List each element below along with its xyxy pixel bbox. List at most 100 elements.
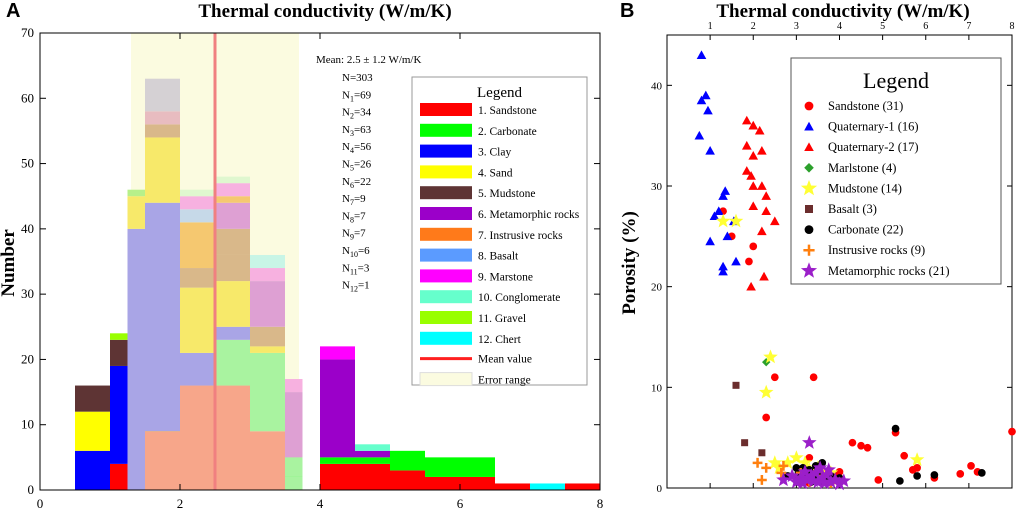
histogram-bar-segment [180, 287, 215, 353]
scatter-point [761, 206, 771, 216]
histogram-bar-segment [320, 359, 355, 458]
scatter-point [802, 435, 817, 449]
scatter-point [803, 244, 815, 256]
legend-label: Error range [478, 375, 531, 387]
scatter-legend-title: Legend [863, 68, 929, 93]
histogram-bar-segment [180, 189, 215, 197]
scatter-point [763, 349, 778, 364]
histogram-bar-segment [530, 483, 565, 490]
histogram-bar-segment [127, 196, 145, 229]
histogram-bar-segment [285, 476, 303, 490]
histogram-bar-segment [127, 189, 145, 197]
scatter-point [874, 476, 883, 484]
scatter-point [746, 281, 756, 291]
count-annotation: N=303 [342, 72, 373, 84]
scatter-point [804, 468, 819, 483]
scatter-point [827, 472, 843, 487]
histogram-bar-segment [285, 457, 303, 477]
scatter-point [713, 206, 724, 216]
legend-swatch [420, 331, 472, 345]
histogram-bar-segment [215, 326, 250, 340]
histogram-bar-segment [215, 183, 250, 197]
legend-label: 5. Mudstone [478, 188, 536, 200]
scatter-legend-box [790, 57, 1002, 285]
legend-label: 9. Marstone [478, 271, 533, 283]
count-annotation: N12=1 [342, 280, 370, 294]
scatter-point [913, 472, 921, 480]
histogram-bar-segment [425, 476, 460, 490]
histogram-bar-segment [285, 379, 303, 393]
histogram-bar-segment [250, 326, 285, 347]
count-annotation: N1=69 [342, 89, 372, 103]
scatter-point [776, 472, 791, 487]
histogram-bar-segment [460, 457, 495, 477]
legend-label: Marlstone (4) [828, 161, 896, 175]
scatter-point [722, 231, 733, 241]
histogram-bar-segment [215, 202, 250, 229]
legend-label: Quaternary-1 (16) [828, 120, 919, 134]
scatter-point [835, 468, 844, 476]
histogram-bar-segment [355, 463, 390, 490]
y-tick-label: 0 [28, 482, 35, 497]
scatter-point [805, 205, 813, 213]
scatter-point [817, 475, 832, 490]
y-tick-label: 50 [21, 156, 34, 171]
legend-label: Basalt (3) [828, 202, 877, 216]
histogram-chart: Thermal conductivity (W/m/K) Number 0 2 4 6… [0, 1, 603, 511]
scatter-point [746, 171, 756, 180]
histogram-ylabel: Number [0, 229, 19, 297]
count-annotation: N5=26 [342, 159, 372, 173]
scatter-title: Thermal conductivity (W/m/K) [716, 1, 969, 22]
count-annotation: N9=7 [342, 228, 366, 242]
histogram-bar-segment [495, 483, 530, 490]
scatter-point [749, 242, 758, 251]
legend-swatch [420, 227, 472, 241]
scatter-point [718, 261, 728, 271]
legend-label: Sandstone (31) [828, 99, 903, 113]
scatter-point [967, 462, 975, 470]
histogram-bar-segment [250, 352, 285, 432]
histogram-title: Thermal conductivity (W/m/K) [198, 1, 451, 22]
scatter-point [795, 475, 811, 490]
scatter-point [748, 120, 759, 130]
scatter-point [754, 125, 765, 135]
x-tick-label: 6 [457, 496, 464, 511]
count-annotation: N3=63 [342, 124, 372, 138]
legend-label: 12. Chert [478, 334, 522, 346]
scatter-point [804, 101, 814, 111]
legend-label: 11. Gravel [478, 313, 526, 325]
legend-swatch [420, 144, 472, 158]
x-tick-label: 7 [966, 21, 971, 32]
histogram-bar-segment [215, 254, 250, 282]
scatter-point [804, 142, 814, 152]
scatter-point [718, 266, 728, 276]
scatter-point [694, 130, 705, 140]
y-tick-label: 0 [657, 483, 663, 495]
scatter-point [741, 166, 752, 175]
scatter-point [748, 201, 759, 210]
scatter-ylabel: Porosity (%) [619, 211, 640, 315]
histogram-bar-segment [180, 268, 215, 288]
scatter-chart: Thermal conductivity (W/m/K) Porosity (%… [619, 1, 1016, 495]
scatter-point [789, 450, 804, 464]
histogram-bar-segment [215, 339, 250, 386]
x-tick-label: 8 [1010, 21, 1015, 32]
scatter-point [759, 271, 769, 281]
legend-swatch [419, 372, 473, 387]
histogram-bar-segment [355, 457, 390, 464]
scatter-point [896, 477, 904, 485]
x-tick-label: 4 [317, 496, 324, 511]
scatter-point [715, 213, 731, 228]
scatter-point [757, 226, 767, 236]
scatter-point [930, 471, 939, 479]
scatter-point [741, 115, 752, 125]
scatter-point [891, 424, 900, 433]
histogram-bar-segment [320, 457, 355, 464]
histogram-bar-segment [145, 202, 180, 432]
scatter-point [808, 465, 824, 480]
histogram-bar-segment [180, 222, 215, 269]
scatter-point [696, 50, 707, 59]
legend-swatch [420, 248, 472, 262]
scatter-point [709, 211, 720, 221]
scatter-point [767, 455, 783, 469]
